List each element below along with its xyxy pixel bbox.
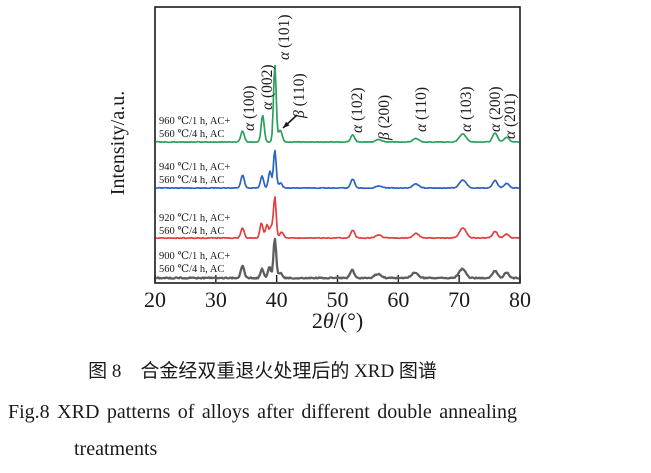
legend-940C-line2: 560 ℃/4 h, AC xyxy=(159,174,225,186)
xrd-curve-900C xyxy=(155,237,520,280)
legend-920C-line2: 560 ℃/4 h, AC xyxy=(159,225,225,237)
xrd-curve-960C xyxy=(155,64,520,144)
y-axis-label: Intensity/a.u. xyxy=(107,90,129,196)
legend-940C: 940 ℃/1 h, AC+ 560 ℃/4 h, AC xyxy=(159,162,230,187)
beta-110-arrowhead xyxy=(283,121,290,128)
peak-label-alpha-200: α (200) xyxy=(487,86,504,132)
peak-label-alpha-101: α (101) xyxy=(276,14,293,60)
peak-label-alpha-110: α (110) xyxy=(413,87,430,132)
x-tick-label: 40 xyxy=(266,287,288,312)
legend-900C: 900 ℃/1 h, AC+ 560 ℃/4 h, AC xyxy=(159,251,230,276)
legend-920C-line1: 920 ℃/1 h, AC+ xyxy=(159,213,231,224)
peak-label-alpha-100: α (100) xyxy=(241,85,258,131)
x-tick-label: 30 xyxy=(205,287,227,312)
x-tick-label: 70 xyxy=(448,287,470,312)
legend-960C-line1: 960 ℃/1 h, AC+ xyxy=(159,116,231,127)
peak-label-alpha-201: α (201) xyxy=(502,93,519,139)
xrd-chart: 20 30 40 50 60 70 80 α (100) α (002)α (101) β (11… xyxy=(144,6,531,312)
legend-900C-line1: 900 ℃/1 h, AC+ xyxy=(159,251,231,262)
legend-960C: 960 ℃/1 h, AC+ 560 ℃/4 h, AC xyxy=(159,116,230,141)
figure-caption-chinese: 图 8 合金经双重退火处理后的 XRD 图谱 xyxy=(88,361,437,382)
xrd-curve-920C xyxy=(155,196,519,240)
x-axis-label-part: /(°) xyxy=(333,308,364,333)
figure-caption-english-line2: treatments xyxy=(74,438,158,460)
figure-caption-english-line1: Fig.8 XRD patterns of alloys after diffe… xyxy=(8,401,517,423)
x-axis-label: 2θ/(°) xyxy=(155,308,520,334)
peak-label-alpha-102: α (102) xyxy=(349,87,366,133)
x-tick-label: 80 xyxy=(509,287,531,312)
theta-symbol: θ xyxy=(322,308,334,333)
x-tick-label: 20 xyxy=(144,287,166,312)
legend-920C: 920 ℃/1 h, AC+ 560 ℃/4 h, AC xyxy=(159,213,230,238)
x-axis-label-part: 2 xyxy=(311,308,323,333)
legend-900C-line2: 560 ℃/4 h, AC xyxy=(159,263,225,275)
x-tick-label: 60 xyxy=(387,287,409,312)
legend-960C-line2: 560 ℃/4 h, AC xyxy=(159,128,225,140)
peak-label-beta-200: β (200) xyxy=(376,95,393,141)
peak-label-beta-110: β (110) xyxy=(291,73,308,119)
x-tick-label: 50 xyxy=(327,287,349,312)
plot-frame xyxy=(154,6,521,284)
legend-940C-line1: 940 ℃/1 h, AC+ xyxy=(159,162,231,173)
peak-label-alpha-002: α (002) xyxy=(259,64,276,110)
xrd-curve-940C xyxy=(155,149,520,190)
peak-label-alpha-103: α (103) xyxy=(458,86,475,132)
